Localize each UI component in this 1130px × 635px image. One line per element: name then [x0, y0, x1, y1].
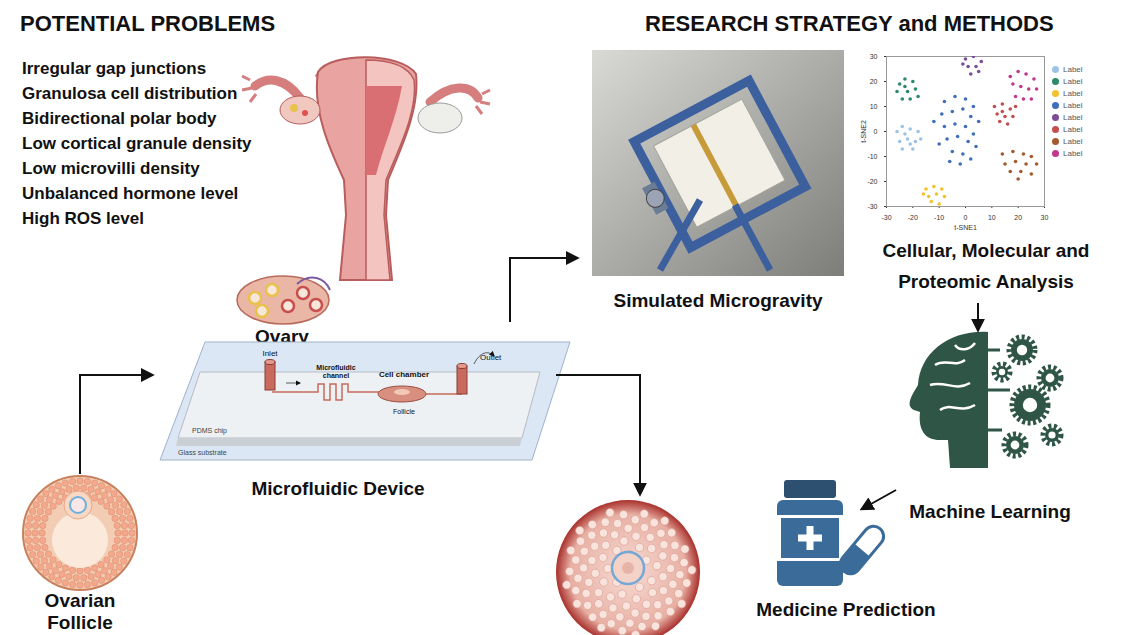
svg-text:Irregular gap junctions: Irregular gap junctions	[22, 59, 206, 78]
svg-text:Machine Learning: Machine Learning	[909, 501, 1071, 522]
html-text:Label: Label	[1063, 113, 1083, 122]
svg-text:Inlet: Inlet	[262, 349, 278, 358]
svg-text:Microfluidic: Microfluidic	[316, 364, 355, 371]
svg-text:Ovarian: Ovarian	[45, 590, 116, 611]
html-text:Label: Label	[1063, 77, 1083, 86]
svg-text:Medicine Prediction: Medicine Prediction	[756, 599, 935, 620]
svg-text:-10: -10	[867, 153, 877, 160]
svg-text:Outlet: Outlet	[480, 353, 502, 362]
svg-text:-10: -10	[934, 214, 944, 221]
svg-text:t-SNE2: t-SNE2	[860, 120, 867, 143]
svg-text:High ROS level: High ROS level	[22, 209, 144, 228]
svg-text:Cell chamber: Cell chamber	[379, 370, 429, 379]
svg-text:30: 30	[1041, 214, 1049, 221]
svg-text:Granulosa cell distribution: Granulosa cell distribution	[22, 84, 237, 103]
svg-text:0: 0	[874, 128, 878, 135]
svg-text:Glass substrate: Glass substrate	[178, 449, 227, 456]
html-text:Label: Label	[1063, 125, 1083, 134]
svg-text:20: 20	[1014, 214, 1022, 221]
html-text:Label: Label	[1063, 101, 1083, 110]
svg-text:channel: channel	[323, 372, 350, 379]
html-text:Label: Label	[1063, 65, 1083, 74]
html-text:Label: Label	[1063, 89, 1083, 98]
svg-text:Unbalanced hormone level: Unbalanced hormone level	[22, 184, 238, 203]
html-text:Label: Label	[1063, 149, 1083, 158]
svg-text:RESEARCH STRATEGY and METHODS: RESEARCH STRATEGY and METHODS	[645, 11, 1054, 36]
svg-text:30: 30	[870, 53, 878, 60]
svg-text:Low cortical granule density: Low cortical granule density	[22, 134, 252, 153]
svg-text:Cellular, Molecular and: Cellular, Molecular and	[883, 240, 1090, 261]
svg-text:-30: -30	[867, 203, 877, 210]
svg-text:-30: -30	[881, 214, 891, 221]
svg-text:Simulated Microgravity: Simulated Microgravity	[613, 290, 822, 311]
svg-text:POTENTIAL PROBLEMS: POTENTIAL PROBLEMS	[20, 11, 275, 36]
html-text:Label: Label	[1063, 137, 1083, 146]
svg-text:0: 0	[964, 214, 968, 221]
svg-text:Proteomic Analysis: Proteomic Analysis	[898, 271, 1074, 292]
svg-text:Follicle: Follicle	[47, 612, 112, 633]
svg-text:Low microvilli density: Low microvilli density	[22, 159, 200, 178]
svg-text:Bidirectional polar body: Bidirectional polar body	[22, 109, 217, 128]
svg-text:10: 10	[870, 103, 878, 110]
svg-text:-20: -20	[908, 214, 918, 221]
svg-text:PDMS chip: PDMS chip	[192, 427, 227, 435]
svg-text:Microfluidic Device: Microfluidic Device	[251, 478, 424, 499]
svg-text:t-SNE1: t-SNE1	[954, 224, 977, 231]
svg-text:Follicle: Follicle	[393, 408, 415, 415]
svg-text:Ovary: Ovary	[255, 326, 309, 347]
svg-text:10: 10	[988, 214, 996, 221]
svg-text:-20: -20	[867, 178, 877, 185]
svg-text:20: 20	[870, 78, 878, 85]
